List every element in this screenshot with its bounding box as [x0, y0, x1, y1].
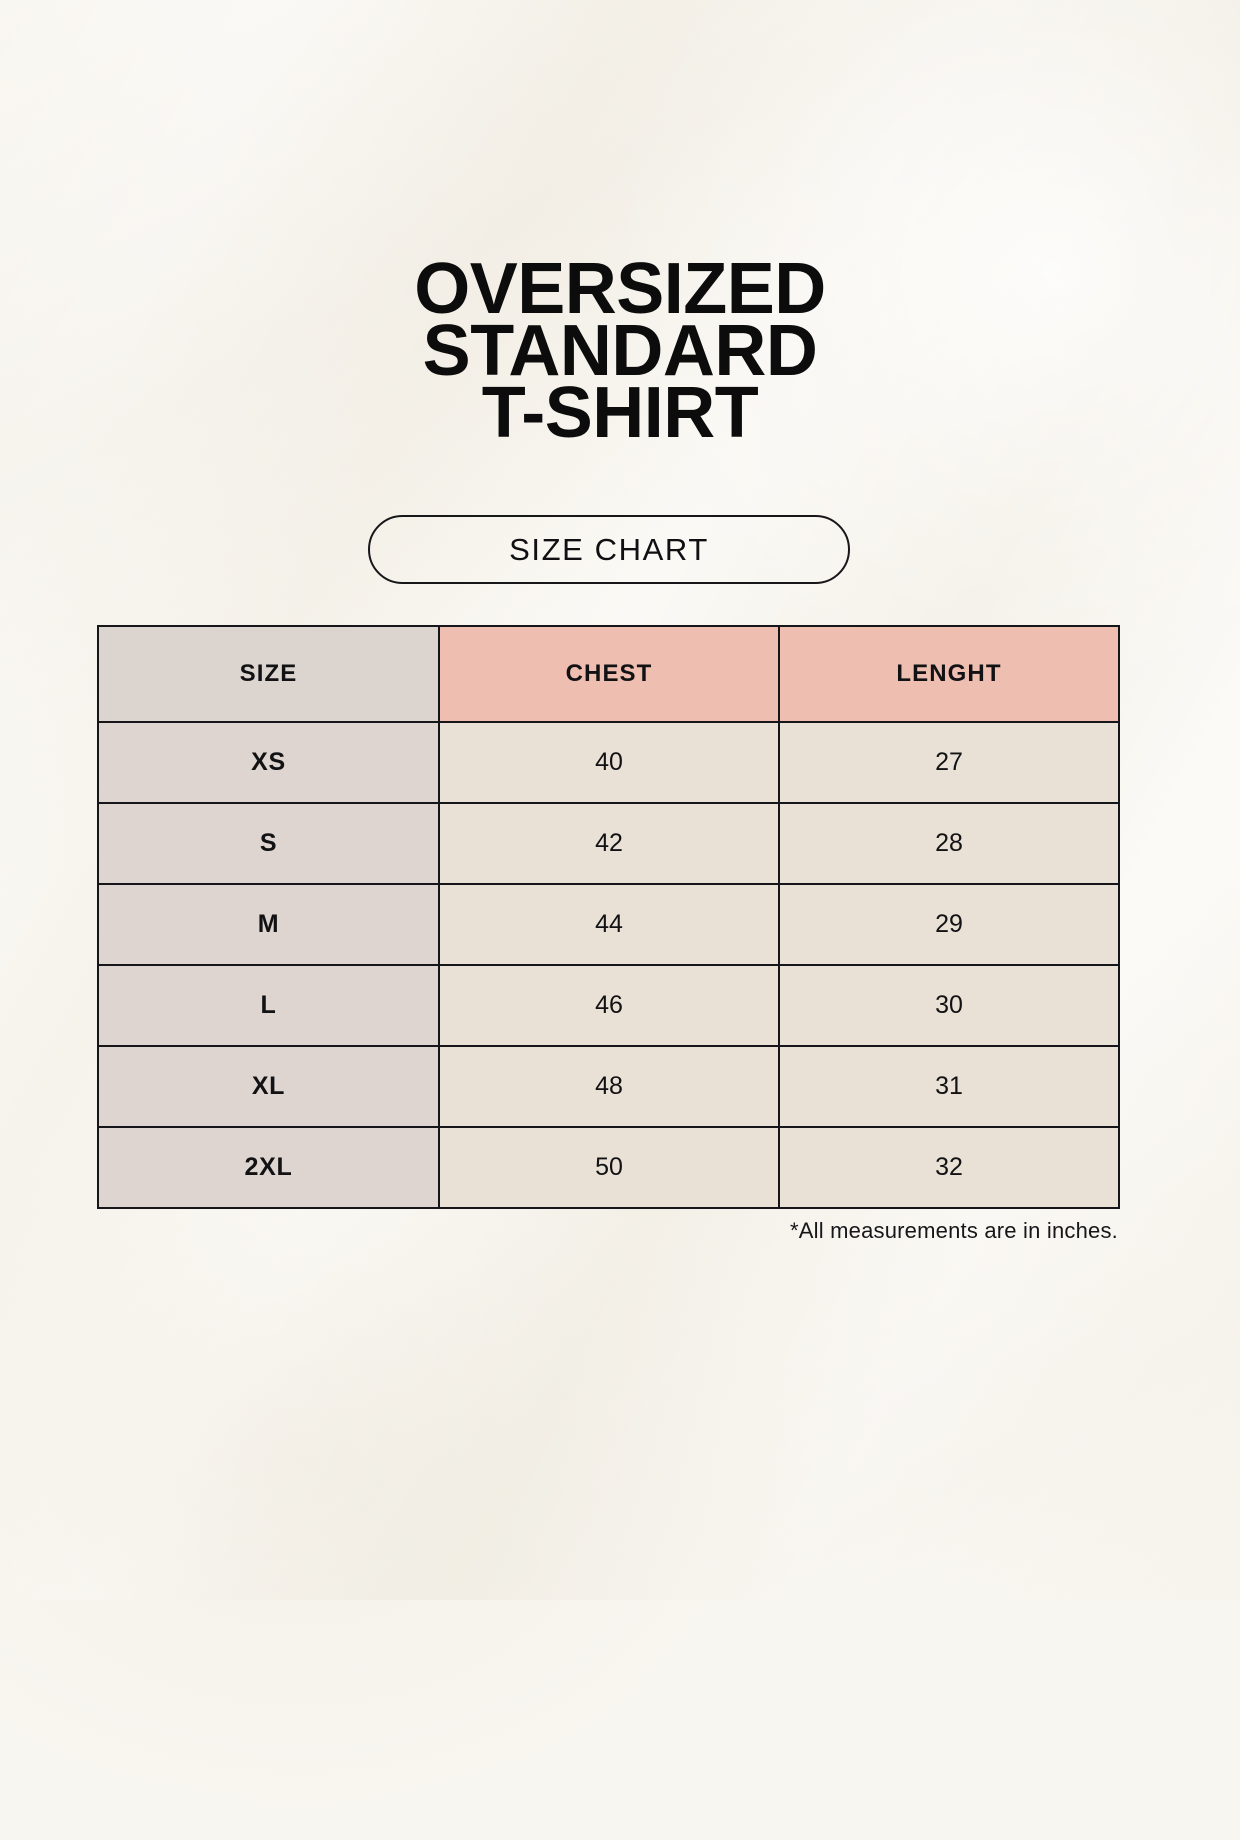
cell-chest: 44 [438, 883, 780, 966]
table-row: M 44 29 [97, 883, 1120, 966]
cell-length: 31 [778, 1045, 1120, 1128]
size-table: SIZE CHEST LENGHT XS 40 27 S 42 28 M [97, 625, 1120, 1209]
cell-length: 30 [778, 964, 1120, 1047]
cell-chest: 40 [438, 721, 780, 804]
size-chart-badge: SIZE CHART [368, 515, 850, 584]
cell-size: XL [97, 1045, 440, 1128]
size-chart-page: OVERSIZED STANDARD T-SHIRT SIZE CHART SI… [0, 249, 1240, 1243]
page-title-line-1: OVERSIZED [414, 249, 826, 329]
page-title: OVERSIZED STANDARD T-SHIRT [0, 249, 1240, 453]
column-header-length: LENGHT [778, 625, 1120, 723]
cell-chest: 46 [438, 964, 780, 1047]
page-title-line-3: T-SHIRT [481, 373, 759, 453]
cell-chest: 48 [438, 1045, 780, 1128]
page-title-line-2: STANDARD [422, 311, 818, 391]
cell-size: L [97, 964, 440, 1047]
size-table-container: SIZE CHEST LENGHT XS 40 27 S 42 28 M [97, 625, 1120, 1209]
column-header-size: SIZE [97, 625, 440, 723]
measurement-units-footnote: *All measurements are in inches. [790, 1218, 1118, 1243]
cell-size: S [97, 802, 440, 885]
cell-size: 2XL [97, 1126, 440, 1209]
cell-size: XS [97, 721, 440, 804]
cell-chest: 42 [438, 802, 780, 885]
table-row: XS 40 27 [97, 721, 1120, 804]
size-table-body: XS 40 27 S 42 28 M 44 29 L 46 30 [97, 721, 1120, 1209]
size-table-header: SIZE CHEST LENGHT [97, 625, 1120, 723]
cell-chest: 50 [438, 1126, 780, 1209]
table-header-row: SIZE CHEST LENGHT [97, 625, 1120, 723]
size-chart-badge-label: SIZE CHART [509, 532, 709, 567]
cell-length: 28 [778, 802, 1120, 885]
background-highlight-top-right [600, 0, 1240, 720]
cell-length: 29 [778, 883, 1120, 966]
cell-length: 27 [778, 721, 1120, 804]
table-row: 2XL 50 32 [97, 1126, 1120, 1209]
table-row: S 42 28 [97, 802, 1120, 885]
table-row: L 46 30 [97, 964, 1120, 1047]
cell-length: 32 [778, 1126, 1120, 1209]
table-row: XL 48 31 [97, 1045, 1120, 1128]
column-header-chest: CHEST [438, 625, 780, 723]
cell-size: M [97, 883, 440, 966]
